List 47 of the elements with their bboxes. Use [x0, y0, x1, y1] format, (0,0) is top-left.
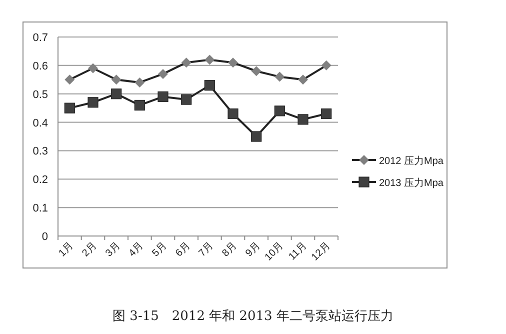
y-tick-label: 0 — [42, 231, 48, 243]
y-tick-label: 0.7 — [32, 32, 48, 44]
point — [298, 74, 308, 85]
x-tick-label: 5月 — [150, 240, 170, 260]
y-tick-label: 0.4 — [32, 117, 48, 130]
point — [204, 80, 215, 91]
point — [228, 58, 238, 68]
y-tick-label: 0.2 — [32, 174, 48, 186]
point — [88, 97, 98, 108]
x-tick-label: 10月 — [263, 240, 286, 264]
y-tick-label: 0.1 — [32, 202, 48, 215]
y-tick-label: 0.6 — [32, 60, 48, 72]
point — [158, 68, 168, 79]
legend-label: 2012 压力Mpa — [379, 155, 444, 167]
point — [204, 54, 215, 65]
point — [181, 94, 192, 105]
point — [158, 91, 168, 102]
y-tick-label: 0.3 — [32, 146, 48, 158]
point — [274, 72, 285, 82]
legend-label: 2013 压力Mpa — [379, 177, 444, 189]
x-tick-label: 4月 — [127, 240, 146, 260]
point — [251, 66, 262, 76]
point — [298, 114, 308, 125]
point — [134, 77, 145, 88]
point — [321, 60, 332, 70]
point — [181, 58, 192, 68]
point — [321, 108, 332, 120]
x-tick-label: 9月 — [244, 240, 262, 260]
x-tick-label: 3月 — [104, 240, 122, 260]
y-tick-label: 0.5 — [32, 88, 48, 101]
x-tick-label: 1月 — [57, 240, 76, 260]
x-tick-label: 7月 — [197, 240, 216, 260]
point — [64, 102, 75, 114]
x-tick-label: 6月 — [174, 240, 192, 260]
point — [134, 100, 145, 111]
point — [111, 88, 122, 100]
point — [228, 108, 238, 120]
x-tick-label: 12月 — [310, 240, 332, 264]
point — [274, 106, 285, 116]
caption: 图 3-15 2012 年和 2013 年二号泵站运行压力 — [112, 309, 394, 324]
x-tick-label: 2月 — [80, 240, 100, 260]
x-tick-label: 11月 — [286, 240, 310, 263]
point — [111, 74, 122, 85]
point — [251, 131, 262, 142]
x-tick-label: 8月 — [220, 240, 240, 260]
point — [88, 63, 98, 74]
point — [64, 74, 75, 85]
